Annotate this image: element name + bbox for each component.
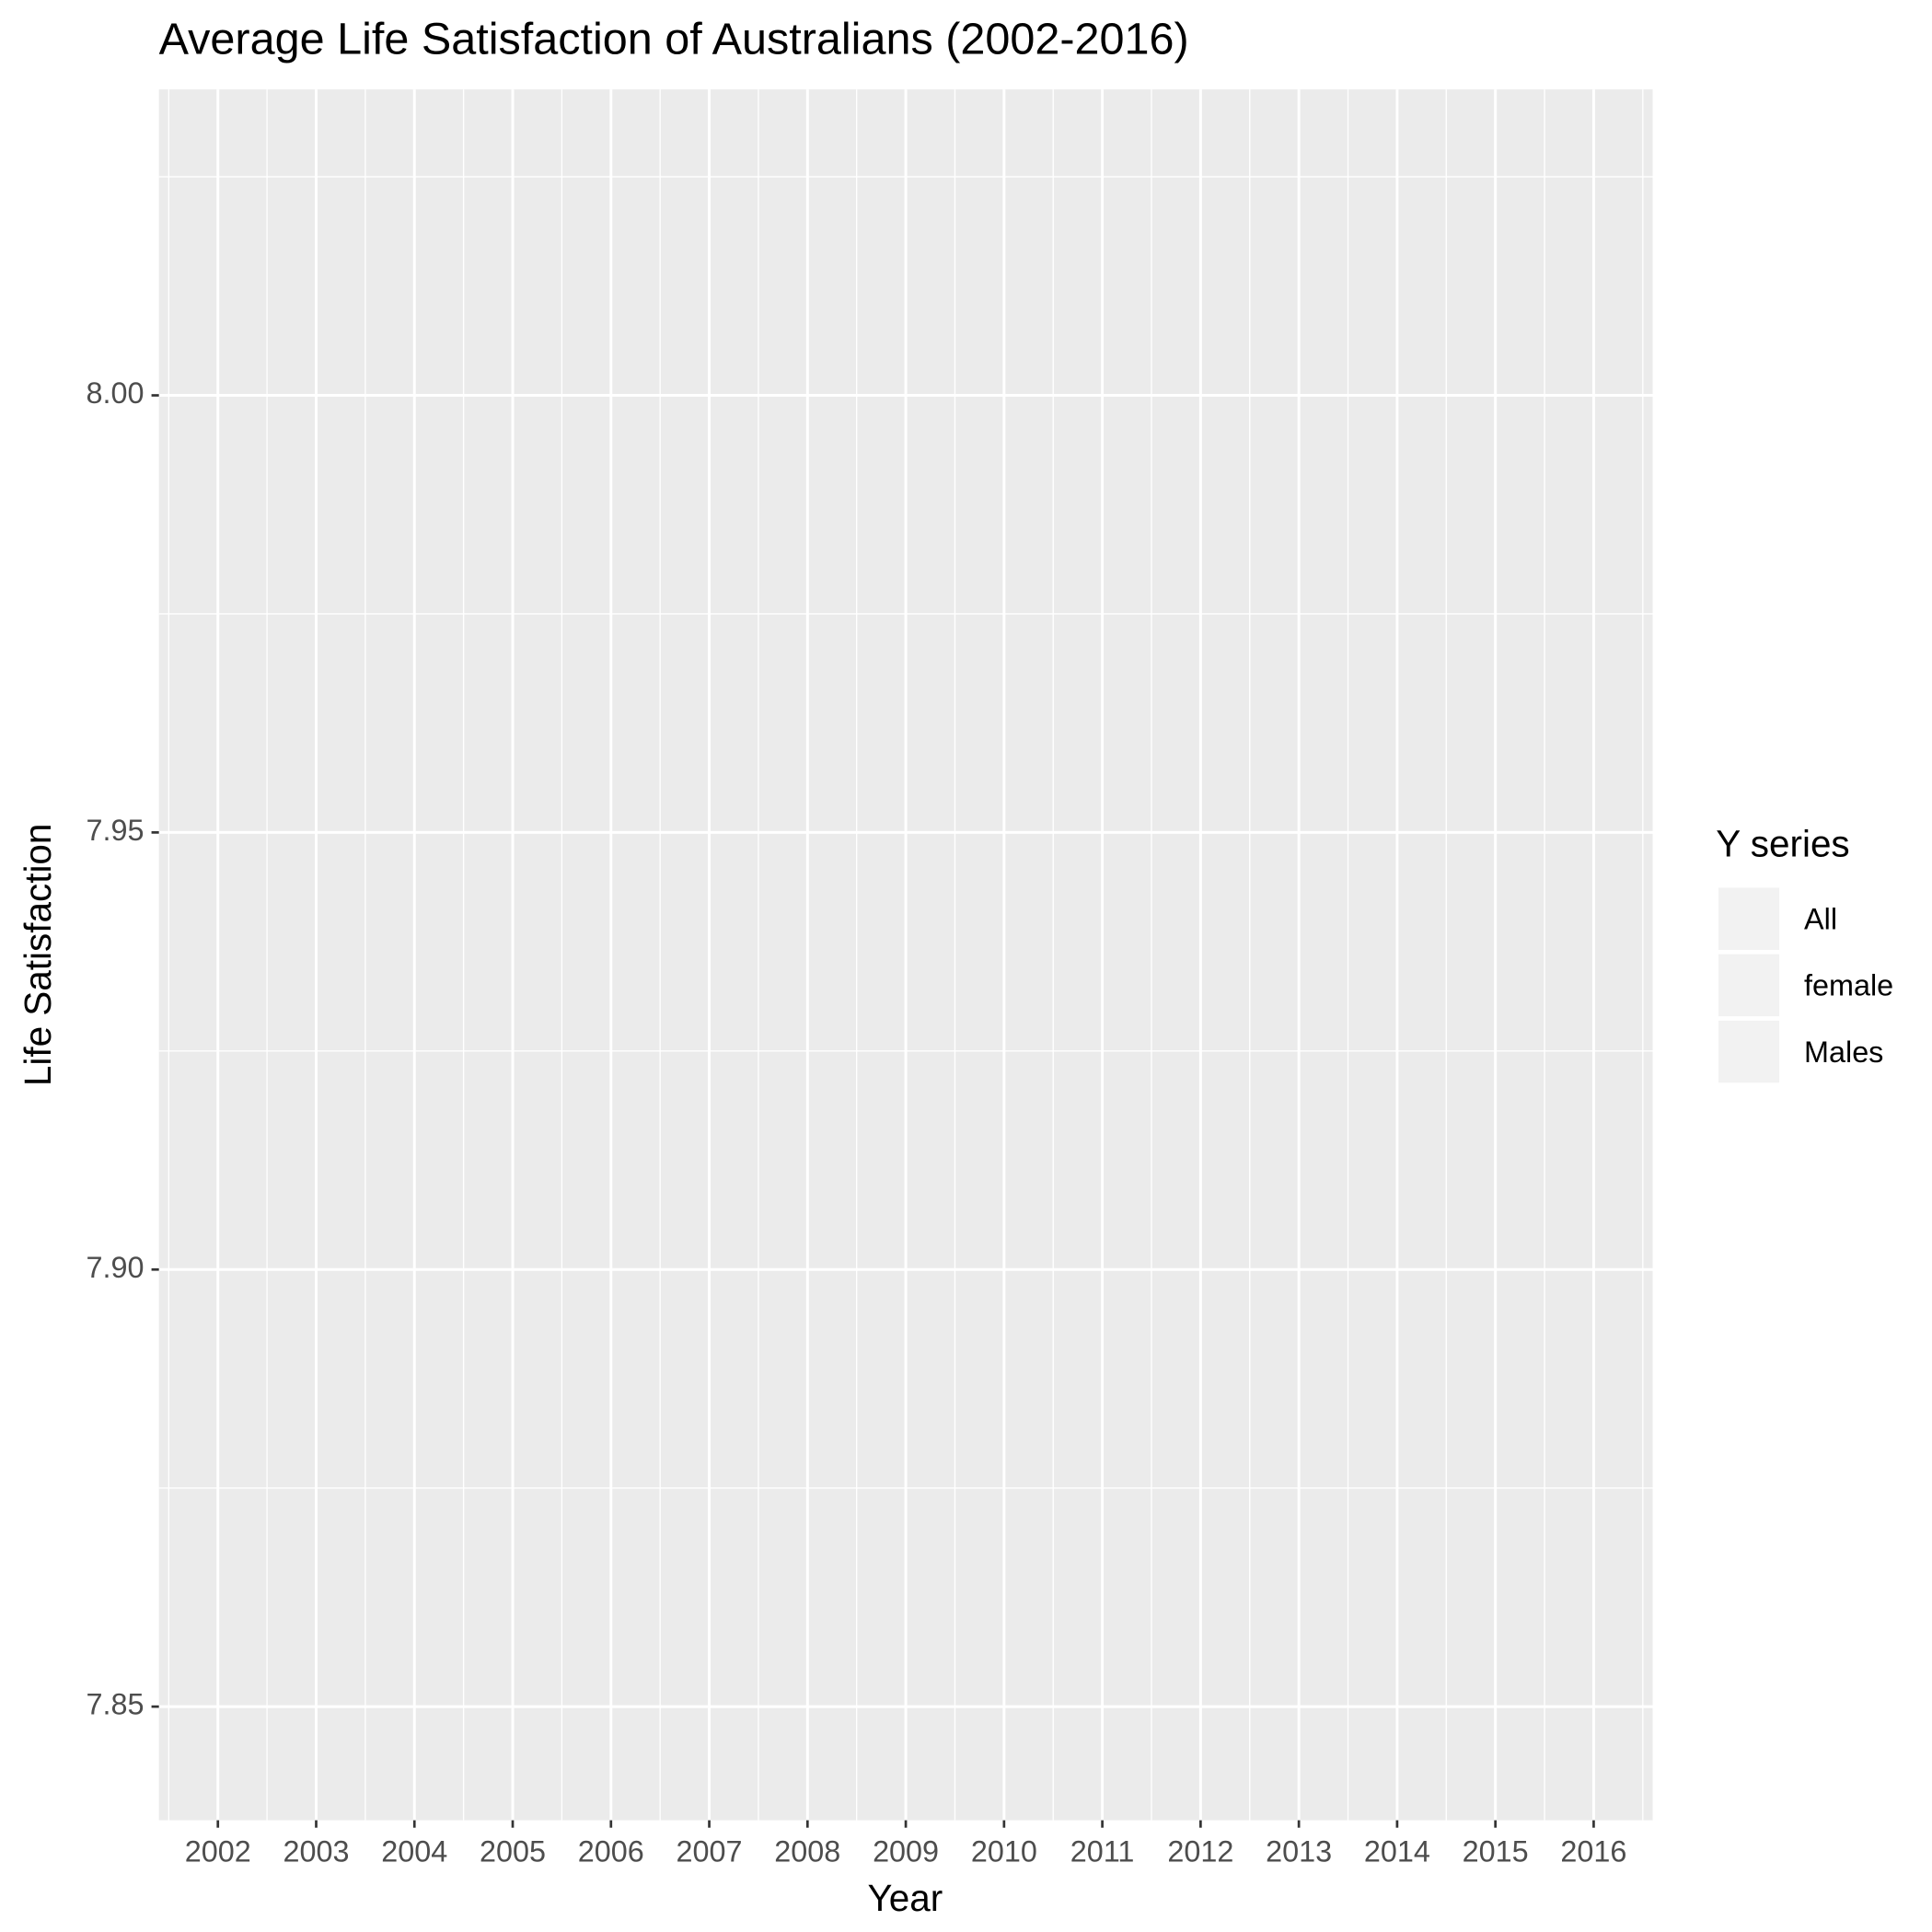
x-tick-label: 2006	[578, 1835, 644, 1868]
x-tick-label: 2015	[1463, 1835, 1529, 1868]
legend-key	[1718, 1020, 1780, 1083]
legend-label: female	[1804, 969, 1893, 1002]
y-tick-label: 7.95	[86, 814, 144, 847]
y-tick-label: 8.00	[86, 376, 144, 410]
x-tick-label: 2011	[1070, 1835, 1135, 1868]
x-tick-label: 2005	[480, 1835, 546, 1868]
x-tick-label: 2013	[1266, 1835, 1332, 1868]
x-tick-label: 2004	[381, 1835, 447, 1868]
y-tick-label: 7.90	[86, 1251, 144, 1284]
x-tick-label: 2002	[185, 1835, 251, 1868]
x-tick-label: 2010	[971, 1835, 1037, 1868]
x-axis-title: Year	[868, 1877, 943, 1919]
x-tick-label: 2012	[1167, 1835, 1233, 1868]
y-tick-label: 7.85	[86, 1688, 144, 1721]
x-tick-label: 2007	[677, 1835, 743, 1868]
legend-key	[1718, 954, 1780, 1017]
chart-title: Average Life Satisfaction of Australians…	[159, 15, 1189, 64]
y-axis-title: Life Satisfaction	[17, 824, 59, 1087]
x-tick-label: 2016	[1560, 1835, 1626, 1868]
x-tick-label: 2008	[774, 1835, 840, 1868]
x-tick-label: 2003	[283, 1835, 349, 1868]
x-tick-label: 2014	[1364, 1835, 1430, 1868]
legend-label: All	[1804, 902, 1837, 935]
legend-label: Males	[1804, 1035, 1883, 1069]
legend-title: Y series	[1716, 823, 1849, 865]
legend-key	[1718, 887, 1780, 950]
x-tick-label: 2009	[873, 1835, 939, 1868]
